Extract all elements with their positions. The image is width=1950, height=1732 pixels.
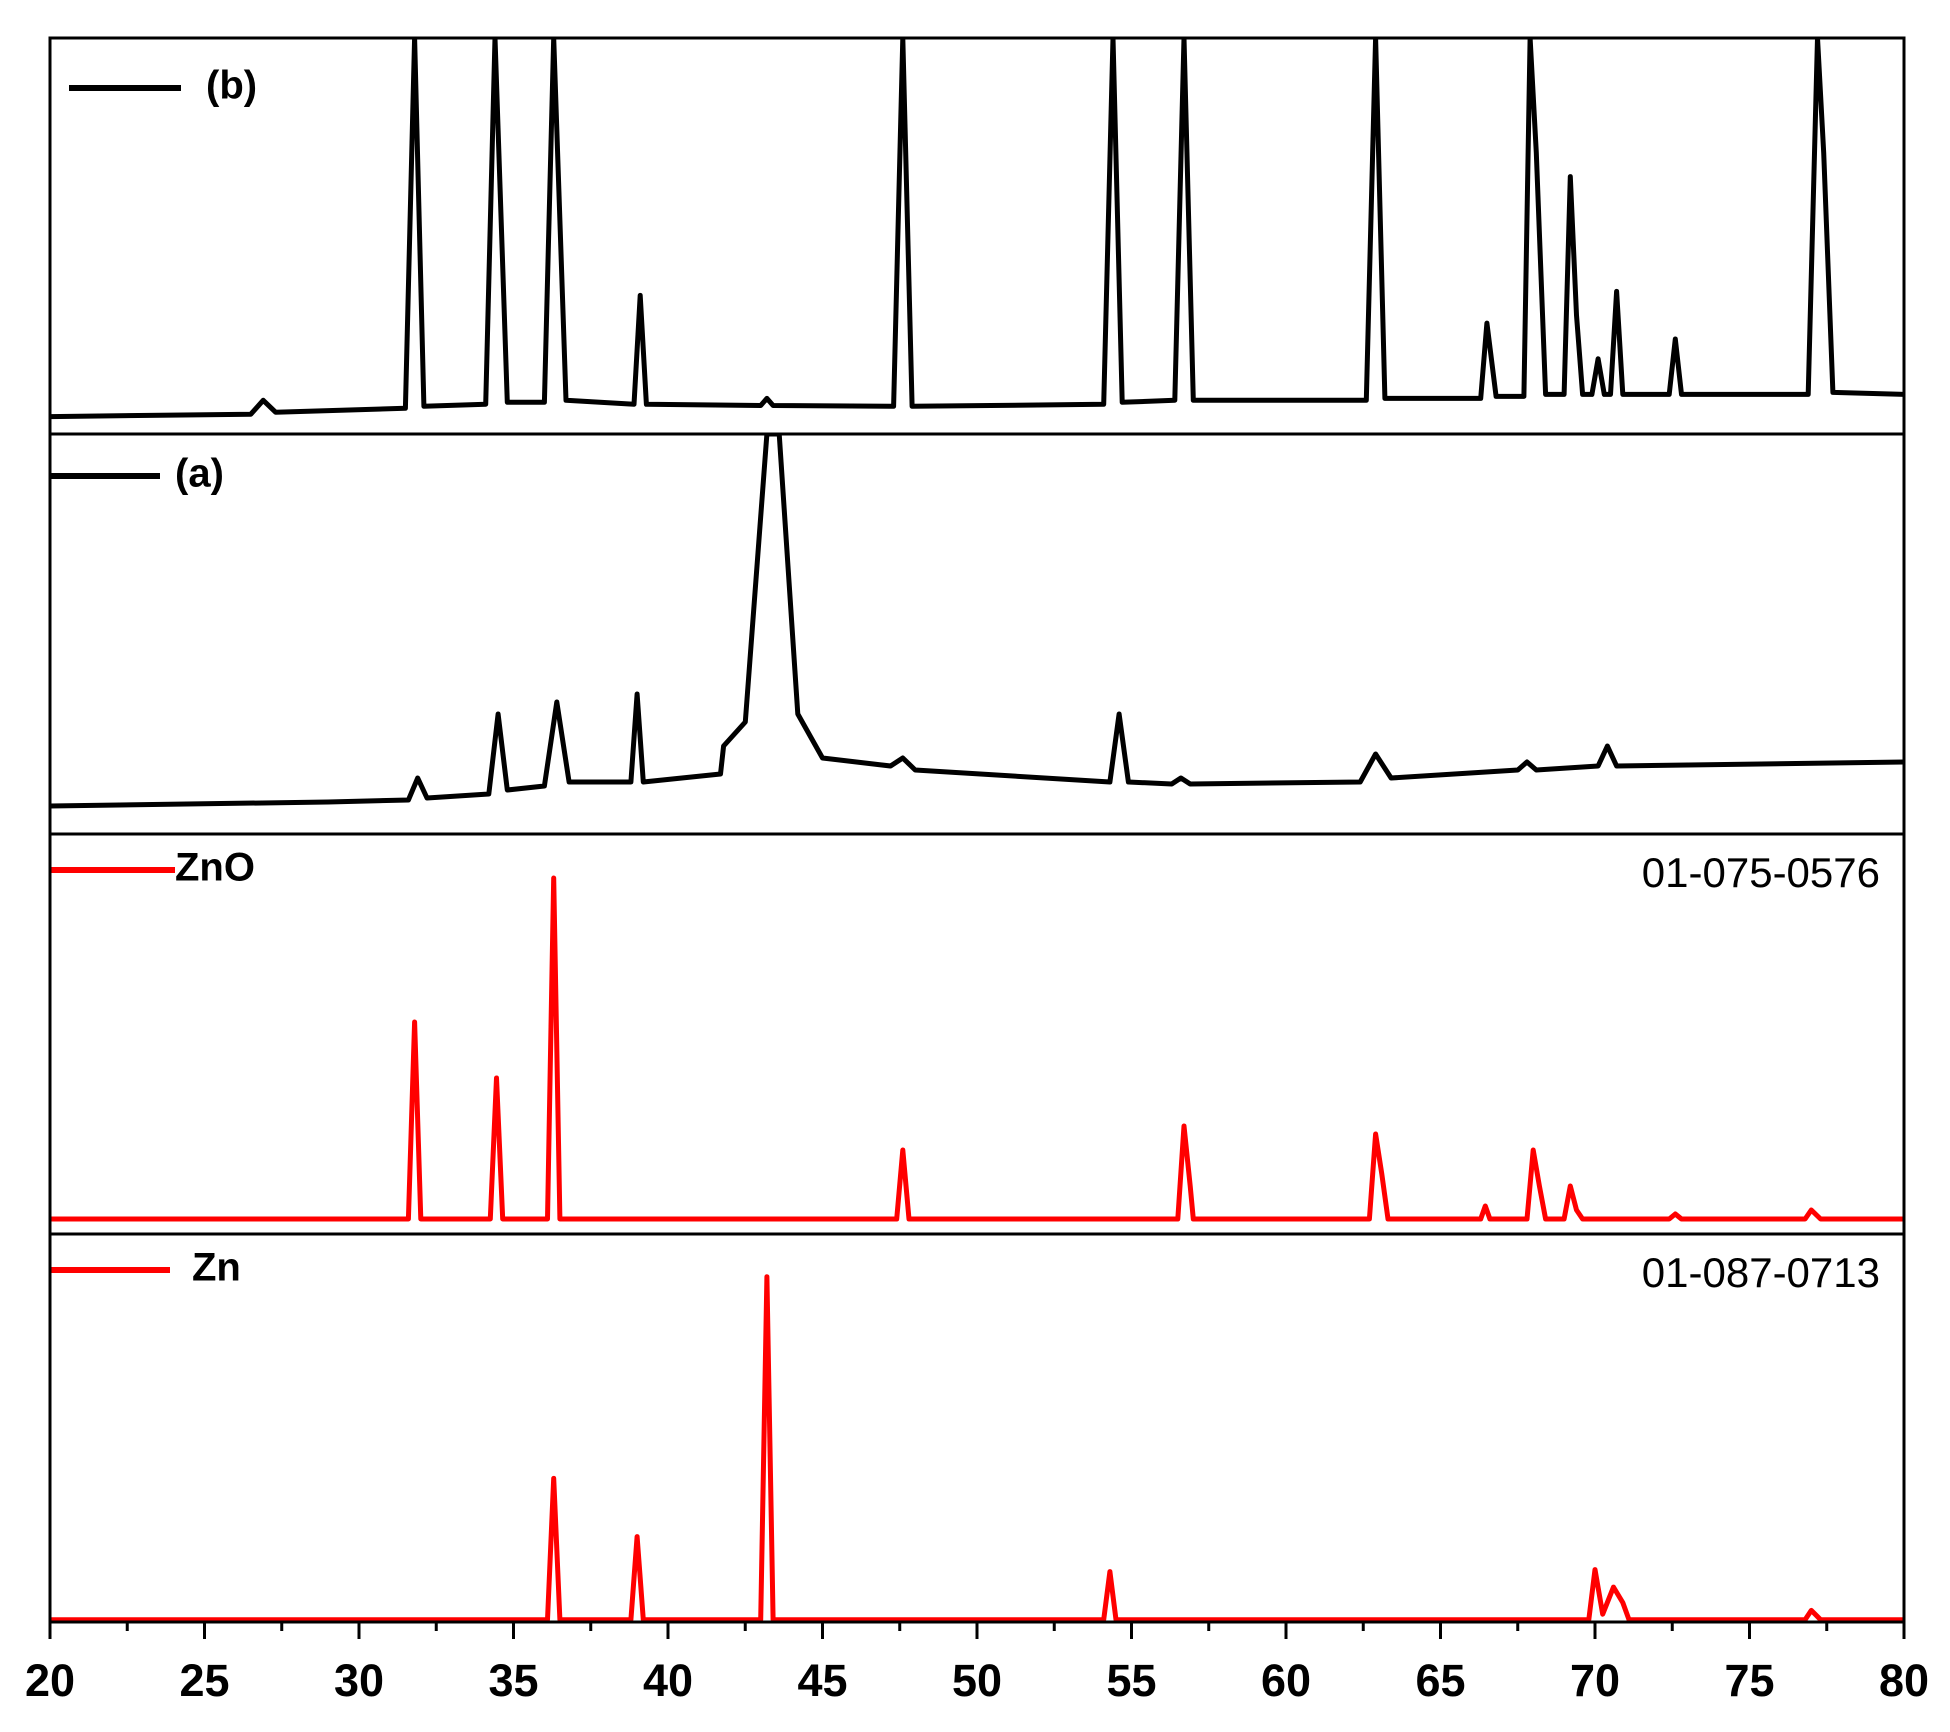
legend-label: Zn bbox=[192, 1246, 241, 1290]
legend-label: (a) bbox=[175, 452, 224, 496]
x-tick-label: 30 bbox=[334, 1655, 384, 1706]
x-tick-label: 35 bbox=[488, 1655, 538, 1706]
panel-frame bbox=[48, 1232, 1906, 1624]
x-tick-label: 75 bbox=[1724, 1655, 1774, 1706]
x-tick-label: 70 bbox=[1570, 1655, 1620, 1706]
x-tick-label: 40 bbox=[643, 1655, 693, 1706]
data-line bbox=[50, 1274, 1904, 1622]
data-line bbox=[50, 434, 1904, 809]
x-tick-label: 80 bbox=[1879, 1655, 1929, 1706]
x-tick-label: 45 bbox=[797, 1655, 847, 1706]
x-tick-label: 50 bbox=[952, 1655, 1002, 1706]
panel-frame bbox=[48, 36, 1906, 436]
annotation: 01-087-0713 bbox=[1642, 1249, 1880, 1296]
data-line bbox=[50, 875, 1904, 1222]
x-tick-label: 60 bbox=[1261, 1655, 1311, 1706]
x-tick-label: 55 bbox=[1106, 1655, 1156, 1706]
data-line bbox=[50, 38, 1904, 420]
legend-label: ZnO bbox=[175, 846, 255, 890]
x-tick-label: 65 bbox=[1415, 1655, 1465, 1706]
x-tick-label: 20 bbox=[25, 1655, 75, 1706]
legend-label: (b) bbox=[206, 64, 257, 108]
x-tick-label: 25 bbox=[179, 1655, 229, 1706]
panel-frame bbox=[48, 832, 1906, 1236]
annotation: 01-075-0576 bbox=[1642, 849, 1880, 896]
